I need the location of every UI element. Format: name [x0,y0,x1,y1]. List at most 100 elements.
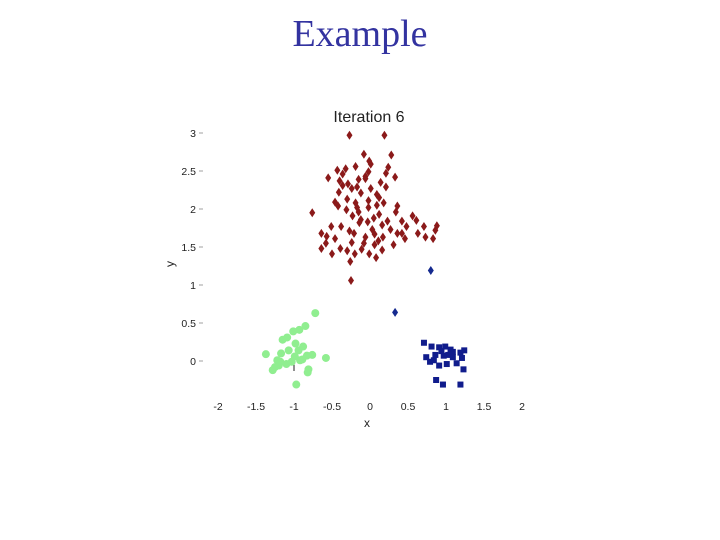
data-point-s0-87 [380,198,387,208]
x-tick-label: -1 [289,401,298,413]
data-point-s3-18 [427,358,434,365]
data-point-s0-32 [376,209,383,219]
data-point-s0-8 [339,180,346,190]
data-point-s0-60 [371,240,378,250]
data-point-s0-76 [347,256,354,266]
data-point-s0-68 [344,246,351,256]
data-point-s0-72 [379,245,386,255]
data-point-s0-56 [375,236,382,246]
data-point-s0-45 [403,221,410,231]
data-point-s0-71 [366,249,373,259]
data-point-s0-90 [367,183,374,193]
data-point-s3-20 [439,381,446,388]
data-point-s0-44 [398,228,405,238]
data-point-s0-15 [342,164,349,174]
data-point-s0-13 [392,172,399,182]
data-point-s0-24 [385,162,392,172]
data-point-s2-3 [301,322,310,331]
data-point-s2-21 [303,368,312,377]
data-point-s0-91 [344,194,351,204]
data-point-s0-86 [369,225,376,235]
data-point-s3-1 [428,343,435,350]
data-point-s3-19 [433,377,440,383]
data-point-s0-47 [413,215,420,225]
data-point-s0-30 [376,193,383,203]
data-point-s0-10 [382,182,389,192]
y-axis: 0 0.5 1 1.5 2 2.5 3 [181,128,203,368]
data-point-s2-19 [268,366,277,375]
y-tick-label: 3 [190,128,196,140]
data-point-s0-63 [332,234,339,244]
data-point-s0-42 [387,225,394,235]
data-point-s0-26 [325,173,332,183]
data-point-s0-12 [377,177,384,187]
chart-title: Iteration 6 [333,109,404,126]
x-tick-label: 1 [443,401,449,413]
data-point-s0-92 [414,228,421,238]
data-point-s3-0 [420,339,427,346]
data-point-s2-0 [311,309,320,318]
data-point-s0-89 [335,187,342,197]
y-tick-label: 0 [190,356,196,368]
data-point-s0-29 [365,196,372,206]
data-point-s0-69 [351,249,358,259]
data-point-s0-61 [360,238,367,248]
data-point-s0-23 [382,168,389,178]
data-point-s0-43 [384,216,391,226]
data-point-s2-6 [261,350,270,359]
data-point-s0-52 [346,226,353,236]
data-point-s1-1 [392,307,399,317]
x-axis: -2 -1.5 -1 -0.5 0 0.5 1 1.5 2 [213,401,525,413]
data-point-s0-58 [390,240,397,250]
data-point-s2-13 [321,353,330,362]
data-point-s1-0 [427,266,434,276]
data-point-s0-49 [432,225,439,235]
x-axis-label: x [364,416,370,430]
data-point-s0-59 [394,228,401,238]
data-point-s2-16 [282,360,291,369]
data-point-s0-75 [373,253,380,263]
data-point-s2-25 [291,339,300,348]
data-point-s0-18 [355,174,362,184]
data-point-s0-34 [309,208,316,218]
data-point-s3-10 [449,354,456,361]
data-point-s0-88 [392,207,399,217]
data-point-s0-5 [354,182,361,192]
data-point-s2-12 [308,350,317,359]
data-point-s2-10 [294,346,303,355]
data-point-s3-17 [436,362,443,369]
data-point-s0-1 [381,130,388,140]
data-point-s0-62 [348,237,355,247]
data-point-s2-23 [292,380,301,389]
x-tick-label: -1.5 [247,401,265,413]
data-point-s3-14 [458,354,465,361]
data-point-s2-26 [283,333,292,342]
data-points [261,130,468,389]
data-point-s0-85 [355,207,362,217]
data-point-s0-25 [388,150,395,160]
data-point-s0-67 [337,244,344,254]
data-point-s0-73 [329,249,335,259]
data-point-s0-41 [370,213,377,223]
data-point-s3-23 [430,357,437,364]
data-point-s3-5 [438,348,445,355]
data-point-s2-1 [289,327,298,336]
data-point-s2-27 [298,355,307,364]
data-point-s0-4 [344,179,351,189]
x-tick-label: 0.5 [401,401,416,413]
data-point-s0-53 [351,228,358,238]
y-axis-label: y [163,261,177,267]
data-point-s3-13 [461,347,468,354]
data-point-s0-16 [362,171,369,181]
y-tick-label: 1 [190,280,196,292]
data-point-s3-6 [449,348,456,355]
data-point-s0-66 [322,238,329,248]
y-tick-label: 2 [190,204,196,216]
data-point-s0-84 [398,216,405,226]
data-point-s0-57 [379,232,386,242]
data-point-s0-65 [318,228,325,238]
data-point-s3-2 [436,344,443,351]
data-point-s2-8 [284,346,293,355]
x-tick-label: -0.5 [323,401,341,413]
